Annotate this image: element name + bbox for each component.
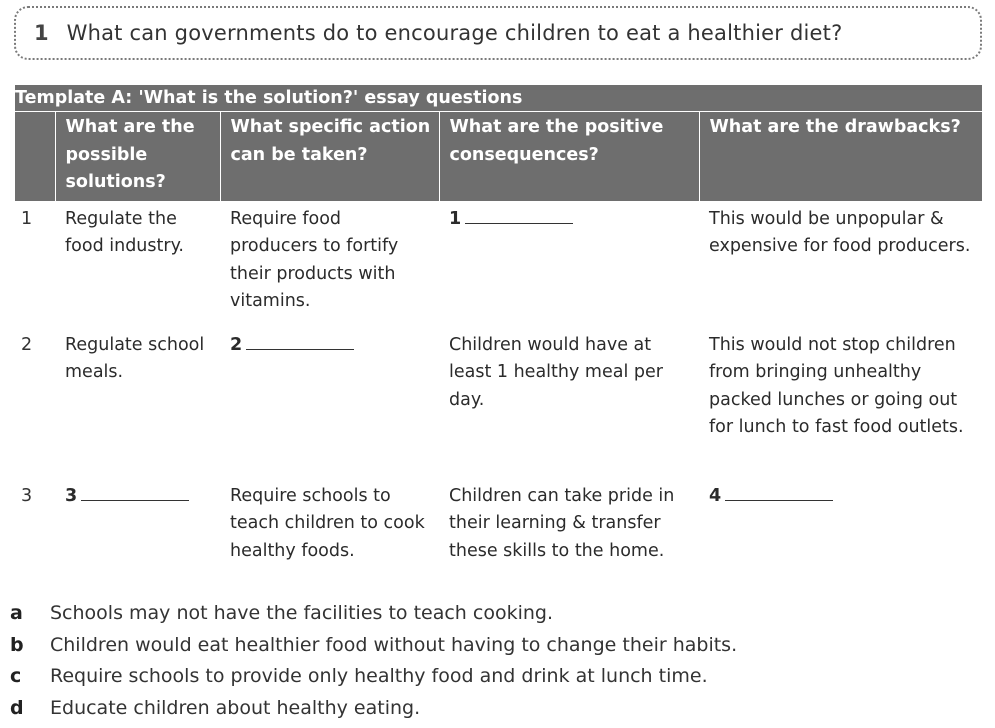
answer-blank[interactable] bbox=[465, 209, 574, 224]
option-b: b Children would eat healthier food with… bbox=[10, 630, 737, 662]
solution-cell: 3 bbox=[55, 478, 220, 572]
option-letter: c bbox=[10, 665, 22, 687]
blank-number: 4 bbox=[709, 485, 722, 506]
header-drawbacks: What are the drawbacks? bbox=[698, 111, 982, 201]
answer-blank[interactable] bbox=[81, 486, 190, 501]
positive-cell: Children would have at least 1 healthy m… bbox=[449, 334, 663, 410]
answer-blank[interactable] bbox=[246, 335, 355, 350]
action-cell: Require food producers to fortify their … bbox=[230, 208, 399, 312]
table-title: Template A: 'What is the solution?' essa… bbox=[15, 85, 982, 112]
table-row: 2 Regulate school meals. 2 Children woul… bbox=[15, 327, 982, 478]
template-table: Template A: 'What is the solution?' essa… bbox=[15, 85, 982, 571]
header-solutions: What are the possible solutions? bbox=[54, 111, 220, 201]
option-letter: a bbox=[10, 602, 23, 624]
header-positive: What are the positive consequences? bbox=[438, 111, 699, 201]
answer-options: a Schools may not have the facilities to… bbox=[10, 598, 737, 724]
option-letter: d bbox=[10, 696, 24, 719]
positive-cell: 1 bbox=[439, 201, 699, 327]
option-text: Children would eat healthier food withou… bbox=[50, 633, 738, 656]
solution-cell: Regulate the food industry. bbox=[65, 208, 184, 257]
question-text: What can governments do to encourage chi… bbox=[66, 21, 843, 45]
table-header-row: What are the possible solutions? What sp… bbox=[15, 111, 982, 201]
row-number: 1 bbox=[21, 208, 33, 229]
action-cell: 2 bbox=[220, 327, 439, 478]
table-row: 3 3 Require schools to teach children to… bbox=[15, 478, 982, 572]
blank-number: 1 bbox=[449, 208, 462, 229]
option-c: c Require schools to provide only health… bbox=[10, 661, 737, 693]
header-number-cell bbox=[15, 111, 55, 201]
solution-cell: Regulate school meals. bbox=[65, 334, 205, 383]
option-text: Schools may not have the facilities to t… bbox=[50, 602, 553, 624]
option-text: Educate children about healthy eating. bbox=[50, 696, 421, 719]
option-letter: b bbox=[10, 633, 24, 656]
row-number: 2 bbox=[21, 334, 33, 355]
row-number: 3 bbox=[21, 485, 33, 506]
blank-number: 2 bbox=[230, 334, 243, 355]
option-a: a Schools may not have the facilities to… bbox=[10, 598, 737, 630]
question-number: 1 bbox=[34, 21, 49, 45]
drawback-cell: 4 bbox=[699, 478, 982, 572]
question-box: 1 What can governments do to encourage c… bbox=[14, 6, 982, 60]
positive-cell: Children can take pride in their learnin… bbox=[449, 485, 675, 561]
blank-number: 3 bbox=[65, 485, 78, 506]
drawback-cell: This would not stop children from bringi… bbox=[709, 334, 964, 438]
drawback-cell: This would be unpopular & expensive for … bbox=[709, 208, 971, 257]
header-actions: What specific action can be taken? bbox=[219, 111, 439, 201]
action-cell: Require schools to teach children to coo… bbox=[230, 485, 425, 561]
answer-blank[interactable] bbox=[725, 486, 834, 501]
option-text: Require schools to provide only healthy … bbox=[50, 665, 708, 687]
table-title-row: Template A: 'What is the solution?' essa… bbox=[15, 85, 982, 112]
option-d: d Educate children about healthy eating. bbox=[10, 693, 737, 725]
table-row: 1 Regulate the food industry. Require fo… bbox=[15, 201, 982, 327]
